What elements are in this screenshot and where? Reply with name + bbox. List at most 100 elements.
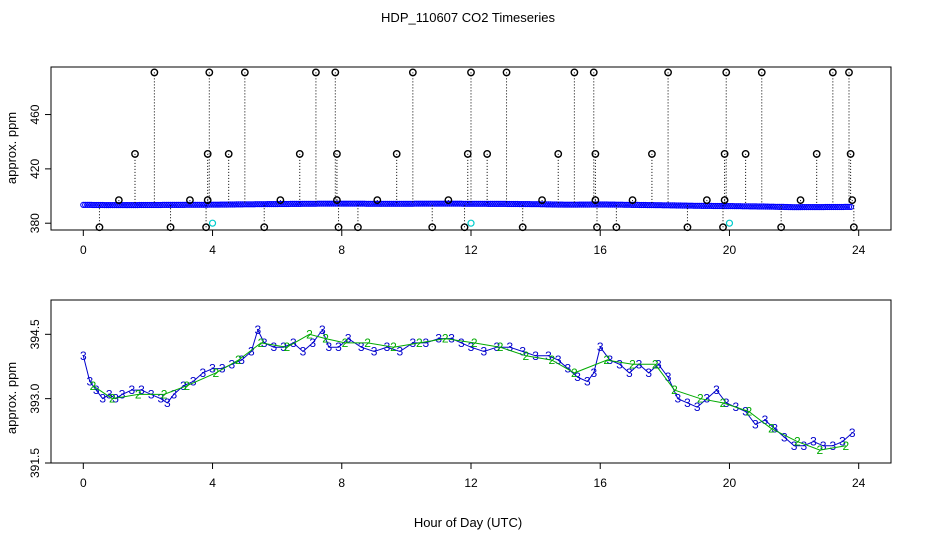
outlier-point bbox=[373, 196, 382, 205]
series-marker-3: 3 bbox=[106, 387, 113, 401]
baseline-point bbox=[605, 201, 612, 208]
outlier-point bbox=[312, 68, 320, 77]
baseline-point bbox=[661, 202, 668, 209]
outlier-point bbox=[702, 196, 711, 205]
baseline-point bbox=[318, 200, 325, 207]
series-marker-3: 3 bbox=[762, 413, 769, 427]
baseline-point bbox=[776, 203, 783, 210]
series-marker-2: 2 bbox=[306, 327, 313, 341]
baseline-point bbox=[646, 202, 653, 209]
baseline-point bbox=[758, 203, 765, 210]
baseline-point bbox=[799, 204, 806, 211]
baseline-point bbox=[425, 200, 432, 207]
baseline-point bbox=[814, 204, 822, 211]
outlier-point bbox=[260, 223, 269, 232]
baseline-point bbox=[489, 200, 496, 207]
baseline-point bbox=[818, 204, 826, 211]
baseline-point bbox=[830, 203, 837, 211]
baseline-point bbox=[407, 200, 414, 207]
cyan-point bbox=[467, 219, 475, 227]
outlier-point bbox=[796, 196, 805, 205]
x-tick-label: 8 bbox=[338, 243, 345, 257]
baseline-point bbox=[175, 201, 182, 208]
baseline-point bbox=[500, 200, 508, 207]
baseline-point bbox=[452, 200, 459, 207]
baseline-point bbox=[159, 201, 166, 208]
baseline-point bbox=[479, 200, 486, 207]
baseline-point bbox=[464, 200, 471, 207]
series-marker-3: 3 bbox=[468, 340, 475, 354]
series-marker-3: 3 bbox=[565, 362, 572, 376]
series-marker-3: 3 bbox=[384, 340, 391, 354]
series-marker-2: 2 bbox=[442, 332, 449, 346]
outlier-point bbox=[166, 223, 175, 232]
outlier-point bbox=[722, 68, 731, 77]
baseline-point bbox=[431, 200, 438, 207]
baseline-point bbox=[405, 200, 413, 207]
baseline-point bbox=[347, 200, 354, 207]
y-tick-label: 380 bbox=[28, 213, 42, 233]
series-marker-3: 3 bbox=[752, 417, 759, 431]
outlier-point bbox=[719, 223, 727, 232]
series-marker-3: 3 bbox=[723, 396, 730, 410]
baseline-point bbox=[570, 201, 577, 208]
baseline-point bbox=[403, 200, 411, 207]
baseline-point bbox=[840, 203, 847, 211]
baseline-point bbox=[487, 200, 494, 207]
outlier-point bbox=[392, 150, 401, 158]
baseline-point bbox=[283, 200, 290, 208]
baseline-point bbox=[510, 200, 517, 208]
panel-1-x-axis: 0 4 8 12 16 20 24 bbox=[80, 230, 866, 257]
outlier-point bbox=[591, 150, 600, 158]
baseline-point bbox=[450, 200, 457, 207]
panel-1-plot-area bbox=[80, 68, 858, 232]
outlier-point bbox=[664, 68, 672, 77]
series-marker-3: 3 bbox=[694, 400, 701, 414]
series-marker-2: 2 bbox=[322, 332, 329, 346]
series-marker-3: 3 bbox=[300, 345, 307, 359]
baseline-point bbox=[762, 203, 769, 210]
baseline-point bbox=[522, 201, 529, 208]
baseline-point bbox=[417, 200, 424, 207]
baseline-point bbox=[394, 200, 401, 207]
baseline-point bbox=[97, 201, 104, 209]
baseline-point bbox=[603, 201, 610, 208]
series-marker-3: 3 bbox=[703, 392, 710, 406]
baseline-point bbox=[413, 200, 420, 207]
series-marker-3: 3 bbox=[99, 392, 106, 406]
baseline-point bbox=[270, 201, 277, 208]
series-marker-3: 3 bbox=[742, 405, 749, 419]
baseline-point bbox=[212, 201, 219, 208]
x-tick-label: 8 bbox=[338, 476, 345, 490]
series-marker-2: 2 bbox=[364, 336, 371, 350]
baseline-point bbox=[181, 201, 188, 208]
baseline-point bbox=[194, 201, 201, 208]
cyan-point bbox=[725, 219, 734, 227]
baseline-point bbox=[551, 201, 558, 208]
baseline-point bbox=[636, 201, 643, 209]
baseline-point bbox=[531, 201, 539, 208]
baseline-point bbox=[305, 200, 312, 207]
baseline-point bbox=[80, 201, 87, 208]
baseline-point bbox=[679, 202, 686, 209]
series-marker-3: 3 bbox=[655, 357, 662, 371]
baseline-point bbox=[136, 201, 143, 209]
baseline-point bbox=[747, 203, 754, 210]
baseline-point bbox=[737, 203, 744, 210]
baseline-point bbox=[221, 201, 228, 208]
baseline-point bbox=[568, 201, 575, 208]
baseline-point bbox=[374, 200, 382, 207]
outlier-point bbox=[648, 150, 656, 158]
series-marker-2: 2 bbox=[745, 405, 752, 419]
baseline-point bbox=[533, 201, 541, 208]
baseline-point bbox=[774, 203, 781, 210]
outlier-point bbox=[131, 150, 139, 158]
baseline-point bbox=[797, 204, 804, 211]
outlier-point bbox=[683, 223, 692, 232]
baseline-point bbox=[237, 201, 244, 208]
baseline-point bbox=[167, 201, 174, 208]
outlier-point bbox=[295, 150, 304, 158]
baseline-point bbox=[584, 201, 591, 208]
series-marker-2: 2 bbox=[497, 340, 504, 354]
